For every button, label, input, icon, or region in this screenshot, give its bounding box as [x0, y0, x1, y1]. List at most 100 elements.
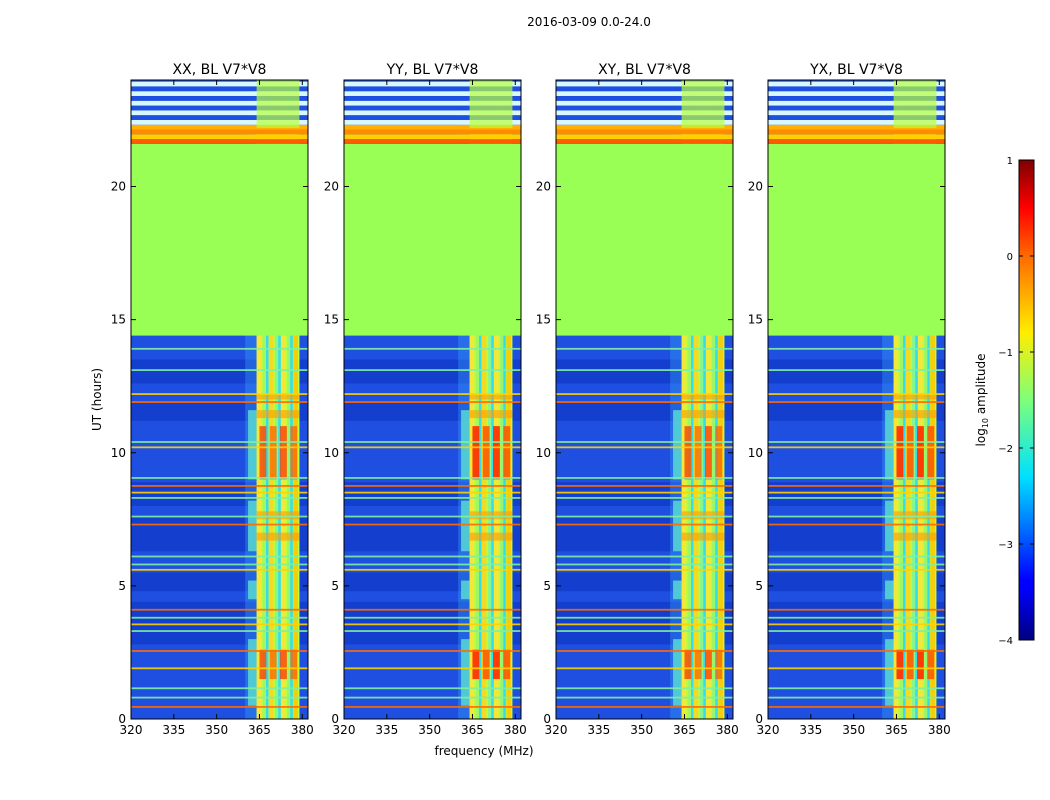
top-stripe — [131, 139, 308, 144]
x-tick-label: 320 — [757, 723, 780, 737]
rfi-time-stripe — [344, 616, 521, 619]
y-tick-label: 15 — [324, 313, 339, 327]
rfi-burst — [681, 394, 725, 400]
top-stripe — [768, 91, 945, 96]
y-tick-label: 15 — [536, 313, 551, 327]
y-tick-label: 10 — [748, 446, 763, 460]
rfi-spillover — [461, 500, 470, 552]
y-tick-label: 5 — [331, 579, 339, 593]
colorbar: 1 0 −1 −2 −3 −4 log10 amplitude — [974, 156, 1035, 647]
x-tick-label: 365 — [673, 723, 696, 737]
axes-frame — [767, 79, 946, 720]
rfi-time-stripe — [131, 523, 308, 526]
rfi-burst — [896, 649, 904, 680]
top-stripe — [344, 124, 521, 130]
top-stripe — [556, 81, 733, 87]
panel-xx: XX, BL V7*V8 320 335 350 365 380 0 5 10 15 20 UT (h… — [90, 62, 314, 737]
rfi-spillover — [885, 410, 894, 480]
rfi-time-stripe — [344, 446, 521, 449]
top-stripe — [768, 110, 945, 116]
y-tick-label: 0 — [543, 712, 551, 726]
rfi-spillover — [248, 410, 257, 480]
x-tick-label: 350 — [842, 723, 865, 737]
rfi-burst — [684, 649, 692, 680]
rfi-burst — [893, 532, 937, 541]
rfi-time-stripe — [131, 706, 308, 708]
rfi-burst — [893, 410, 937, 419]
y-tick-label: 10 — [536, 446, 551, 460]
top-stripe — [344, 134, 521, 140]
rfi-spillover — [248, 580, 257, 600]
rfi-time-stripe — [768, 485, 945, 487]
rfi-burst — [705, 649, 712, 680]
top-stripe — [768, 100, 945, 106]
x-tick-label: 365 — [248, 723, 271, 737]
rfi-time-stripe — [344, 630, 521, 632]
panel-yx: YX, BL V7*V8 320 335 350 365 380 0 5 10 15 20 — [748, 62, 951, 737]
rfi-time-stripe — [131, 491, 308, 494]
rfi-time-stripe — [768, 563, 945, 566]
y-axis-label: UT (hours) — [90, 368, 104, 431]
rfi-time-stripe — [556, 485, 733, 487]
rfi-burst — [259, 649, 267, 680]
rfi-burst — [269, 649, 277, 680]
y-tick-label: 20 — [324, 180, 339, 194]
top-stripe — [344, 119, 521, 125]
x-tick-label: 380 — [928, 723, 951, 737]
rfi-time-stripe — [131, 393, 308, 395]
top-stripe — [344, 81, 521, 87]
rfi-burst — [256, 511, 300, 520]
flagged-gap — [344, 143, 521, 336]
panel-title: YX, BL V7*V8 — [809, 62, 903, 78]
rfi-time-stripe — [131, 630, 308, 632]
rfi-burst — [280, 426, 287, 480]
rfi-time-stripe — [131, 515, 308, 518]
rfi-burst — [472, 426, 480, 480]
top-stripe — [344, 139, 521, 144]
rfi-spillover — [248, 639, 257, 706]
rfi-time-stripe — [768, 477, 945, 479]
rfi-burst — [927, 426, 935, 480]
axes-frame — [343, 79, 522, 720]
rfi-time-stripe — [131, 608, 308, 611]
x-tick-label: 380 — [716, 723, 739, 737]
rfi-time-stripe — [768, 608, 945, 611]
rfi-time-stripe — [768, 616, 945, 619]
y-tick-label: 0 — [755, 712, 763, 726]
rfi-time-stripe — [344, 608, 521, 611]
colorbar-tick-label: 0 — [1007, 252, 1013, 263]
rfi-time-stripe — [556, 491, 733, 494]
top-stripe — [556, 95, 733, 101]
rfi-time-stripe — [344, 393, 521, 395]
rfi-time-stripe — [344, 401, 521, 403]
rfi-time-stripe — [556, 667, 733, 670]
top-stripe — [768, 81, 945, 87]
rfi-time-stripe — [131, 696, 308, 699]
colorbar-gradient — [1018, 159, 1035, 641]
rfi-time-stripe — [344, 667, 521, 670]
panel-title: XY, BL V7*V8 — [598, 62, 691, 78]
rfi-burst — [259, 426, 267, 480]
rfi-burst — [482, 426, 490, 480]
top-stripe — [768, 129, 945, 135]
rfi-burst — [503, 649, 511, 680]
top-stripe — [768, 115, 945, 120]
rfi-burst — [917, 426, 924, 480]
rfi-time-stripe — [556, 523, 733, 526]
top-stripe — [131, 86, 308, 92]
heatmap-image — [344, 80, 521, 719]
rfi-time-stripe — [768, 687, 945, 690]
rfi-time-stripe — [131, 563, 308, 566]
rfi-time-stripe — [556, 630, 733, 632]
rfi-burst — [715, 426, 723, 480]
colorbar-tick-label: −3 — [998, 540, 1013, 551]
top-stripe — [556, 115, 733, 120]
flagged-gap — [556, 143, 733, 336]
top-stripe — [768, 134, 945, 140]
top-stripe — [768, 139, 945, 144]
rfi-burst — [681, 532, 725, 541]
rfi-time-stripe — [556, 706, 733, 708]
rfi-burst — [469, 532, 513, 541]
rfi-burst — [906, 649, 914, 680]
top-stripe — [768, 119, 945, 125]
